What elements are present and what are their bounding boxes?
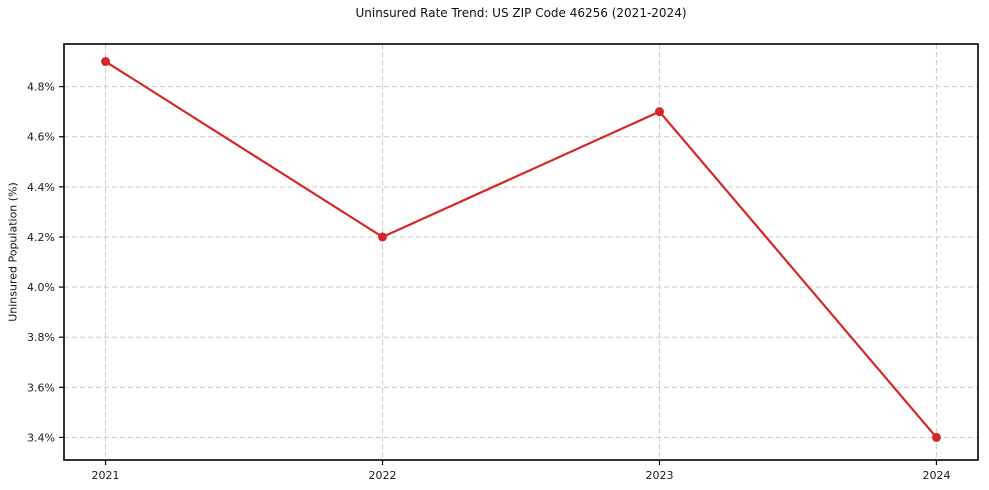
y-tick-label: 3.4% bbox=[27, 431, 55, 444]
y-tick-label: 3.8% bbox=[27, 331, 55, 344]
chart-title: Uninsured Rate Trend: US ZIP Code 46256 … bbox=[355, 6, 687, 20]
y-tick-label: 4.8% bbox=[27, 81, 55, 94]
trend-line bbox=[104, 60, 938, 439]
y-tick-label: 3.6% bbox=[27, 381, 55, 394]
y-tick-label: 4.6% bbox=[27, 131, 55, 144]
x-tick-label: 2023 bbox=[645, 469, 673, 482]
y-tick-label: 4.0% bbox=[27, 281, 55, 294]
x-tick-label: 2024 bbox=[922, 469, 950, 482]
x-tick-label: 2021 bbox=[92, 469, 120, 482]
data-point bbox=[931, 432, 941, 442]
plot-border bbox=[63, 43, 979, 461]
data-point bbox=[378, 232, 388, 242]
data-point bbox=[101, 57, 111, 67]
data-point bbox=[654, 107, 664, 117]
y-tick-label: 4.2% bbox=[27, 231, 55, 244]
y-tick-label: 4.4% bbox=[27, 181, 55, 194]
x-tick-label: 2022 bbox=[369, 469, 397, 482]
